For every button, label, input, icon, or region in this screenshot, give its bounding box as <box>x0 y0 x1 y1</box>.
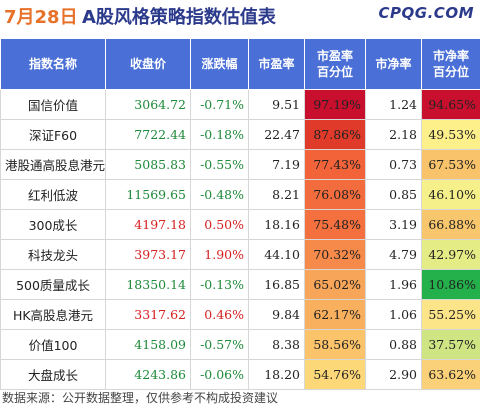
cell-pe: 9.51 <box>248 89 305 120</box>
cell-change: -0.06% <box>190 359 249 390</box>
footer-note: 数据来源：公开数据整理，仅供参考不构成投资建议 <box>2 391 279 405</box>
cell-pe-percentile: 58.56% <box>304 329 366 360</box>
cell-close: 18350.14 <box>105 269 191 300</box>
header-pe: 市盈率 <box>248 38 305 90</box>
cell-close: 4158.09 <box>105 329 191 360</box>
cell-index-name: 科技龙头 <box>0 239 106 270</box>
header-index-name: 指数名称 <box>0 38 106 90</box>
cell-index-name: 国信价值 <box>0 89 106 120</box>
cell-pe-percentile: 62.17% <box>304 299 366 330</box>
table-header-row: 指数名称 收盘价 涨跌幅 市盈率 市盈率 百分位 市净率 市净率 百分位 <box>0 38 480 90</box>
table-row: 深证F60 7722.44 -0.18% 22.47 87.86% 2.18 49.53% <box>0 119 480 150</box>
cell-pb-percentile: 37.57% <box>421 329 480 360</box>
cell-pb-percentile: 42.97% <box>421 239 480 270</box>
table-row: 大盘成长 4243.86 -0.06% 18.20 54.76% 2.90 63.62% <box>0 359 480 390</box>
cell-pe-percentile: 75.48% <box>304 209 366 240</box>
cell-pe: 7.19 <box>248 149 305 180</box>
table-body: 国信价值 3064.72 -0.71% 9.51 97.19% 1.24 94.65% 深证F… <box>0 89 480 390</box>
cell-pe: 44.10 <box>248 239 305 270</box>
cell-index-name: 港股通高股息港元 <box>0 149 106 180</box>
cell-change: 0.50% <box>190 209 249 240</box>
table-row: 500质量成长 18350.14 -0.13% 16.85 65.02% 1.96 10.8… <box>0 269 480 300</box>
cell-index-name: 价值100 <box>0 329 106 360</box>
table-row: HK高股息港元 3317.62 0.46% 9.84 62.17% 1.06 55.25% <box>0 299 480 330</box>
cell-change: -0.71% <box>190 89 249 120</box>
page-title: A股风格策略指数估值表 <box>82 7 276 28</box>
cell-index-name: 500质量成长 <box>0 269 106 300</box>
cell-change: 1.90% <box>190 239 249 270</box>
cell-pb-percentile: 10.86% <box>421 269 480 300</box>
cell-pe-percentile: 54.76% <box>304 359 366 390</box>
cell-change: -0.55% <box>190 149 249 180</box>
cell-pe: 8.38 <box>248 329 305 360</box>
cell-pe: 16.85 <box>248 269 305 300</box>
cell-pe-percentile: 65.02% <box>304 269 366 300</box>
header-pe-percentile: 市盈率 百分位 <box>304 38 366 90</box>
header-close: 收盘价 <box>105 38 191 90</box>
cell-pe: 9.84 <box>248 299 305 330</box>
valuation-table: 指数名称 收盘价 涨跌幅 市盈率 市盈率 百分位 市净率 市净率 百分位 国信价值 3064.72… <box>0 38 480 390</box>
cell-close: 4243.86 <box>105 359 191 390</box>
header-pb-percentile: 市净率 百分位 <box>421 38 480 90</box>
header-change: 涨跌幅 <box>190 38 249 90</box>
cell-close: 7722.44 <box>105 119 191 150</box>
brand-logo: CPQG.COM <box>378 4 474 22</box>
cell-pb: 2.18 <box>365 119 422 150</box>
table-row: 红利低波 11569.65 -0.48% 8.21 76.08% 0.85 46.10% <box>0 179 480 210</box>
cell-pb: 0.88 <box>365 329 422 360</box>
cell-pb: 1.96 <box>365 269 422 300</box>
cell-pb-percentile: 55.25% <box>421 299 480 330</box>
cell-close: 3064.72 <box>105 89 191 120</box>
title-bar: 7月28日 A股风格策略指数估值表 CPQG.COM <box>0 0 480 30</box>
cell-pb-percentile: 67.53% <box>421 149 480 180</box>
cell-close: 11569.65 <box>105 179 191 210</box>
cell-pe-percentile: 70.32% <box>304 239 366 270</box>
cell-pb: 0.85 <box>365 179 422 210</box>
cell-index-name: 深证F60 <box>0 119 106 150</box>
cell-pe-percentile: 77.43% <box>304 149 366 180</box>
cell-pe: 18.16 <box>248 209 305 240</box>
cell-index-name: HK高股息港元 <box>0 299 106 330</box>
cell-close: 3317.62 <box>105 299 191 330</box>
cell-pb: 2.90 <box>365 359 422 390</box>
cell-pb: 0.73 <box>365 149 422 180</box>
cell-pe-percentile: 97.19% <box>304 89 366 120</box>
cell-pe-percentile: 87.86% <box>304 119 366 150</box>
header-pb: 市净率 <box>365 38 422 90</box>
cell-pb: 3.19 <box>365 209 422 240</box>
cell-pe-percentile: 76.08% <box>304 179 366 210</box>
cell-change: 0.46% <box>190 299 249 330</box>
cell-pe: 22.47 <box>248 119 305 150</box>
cell-pb: 1.24 <box>365 89 422 120</box>
table-row: 港股通高股息港元 5085.83 -0.55% 7.19 77.43% 0.73 67.53… <box>0 149 480 180</box>
cell-close: 3973.17 <box>105 239 191 270</box>
cell-change: -0.48% <box>190 179 249 210</box>
cell-index-name: 红利低波 <box>0 179 106 210</box>
table-row: 国信价值 3064.72 -0.71% 9.51 97.19% 1.24 94.65% <box>0 89 480 120</box>
cell-pb-percentile: 66.88% <box>421 209 480 240</box>
cell-pe: 8.21 <box>248 179 305 210</box>
cell-index-name: 300成长 <box>0 209 106 240</box>
cell-change: -0.57% <box>190 329 249 360</box>
cell-pb: 4.79 <box>365 239 422 270</box>
cell-change: -0.18% <box>190 119 249 150</box>
table-row: 科技龙头 3973.17 1.90% 44.10 70.32% 4.79 42.97% <box>0 239 480 270</box>
cell-change: -0.13% <box>190 269 249 300</box>
cell-close: 5085.83 <box>105 149 191 180</box>
cell-index-name: 大盘成长 <box>0 359 106 390</box>
cell-pb-percentile: 94.65% <box>421 89 480 120</box>
title-date: 7月28日 <box>4 7 78 28</box>
cell-pb-percentile: 46.10% <box>421 179 480 210</box>
cell-pe: 18.20 <box>248 359 305 390</box>
cell-pb-percentile: 63.62% <box>421 359 480 390</box>
table-row: 300成长 4197.18 0.50% 18.16 75.48% 3.19 66.88% <box>0 209 480 240</box>
cell-pb: 1.06 <box>365 299 422 330</box>
cell-close: 4197.18 <box>105 209 191 240</box>
cell-pb-percentile: 49.53% <box>421 119 480 150</box>
table-row: 价值100 4158.09 -0.57% 8.38 58.56% 0.88 37.57% <box>0 329 480 360</box>
